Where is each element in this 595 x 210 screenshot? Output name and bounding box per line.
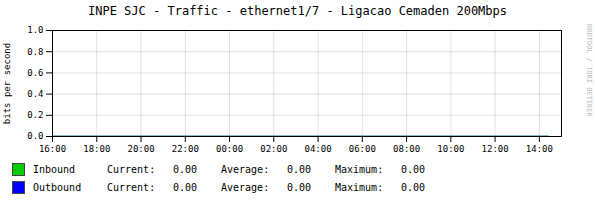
svg-text:14:00: 14:00 [526, 144, 553, 154]
html-text:Maximum:: Maximum: [335, 181, 384, 193]
html-text:Average:: Average: [221, 163, 270, 175]
html-text:INPE SJC - Traffic - ethernet1: INPE SJC - Traffic - ethernet1/7 - Ligac… [88, 4, 507, 18]
html-text:Maximum:: Maximum: [335, 163, 384, 175]
svg-text:06:00: 06:00 [349, 144, 376, 154]
svg-text:bits per second: bits per second [2, 43, 12, 124]
svg-text:0.0: 0.0 [27, 131, 43, 141]
html-text:0.00: 0.00 [287, 163, 312, 175]
html-text:Inbound: Inbound [33, 163, 76, 175]
html-text:0.00: 0.00 [401, 163, 426, 175]
svg-text:0.8: 0.8 [27, 47, 43, 57]
svg-text:0.6: 0.6 [27, 68, 43, 78]
html-text:0.00: 0.00 [287, 181, 312, 193]
svg-text:18:00: 18:00 [83, 144, 110, 154]
svg-text:0.2: 0.2 [27, 110, 43, 120]
html-text:RRDTOOL / TOBI OETIKER: RRDTOOL / TOBI OETIKER [585, 24, 593, 117]
html-text:Average:: Average: [221, 181, 270, 193]
html-text:Outbound: Outbound [33, 181, 82, 193]
svg-text:1.0: 1.0 [27, 25, 43, 35]
html-text:0.00: 0.00 [401, 181, 426, 193]
svg-text:22:00: 22:00 [172, 144, 199, 154]
svg-text:0.4: 0.4 [27, 89, 43, 99]
svg-text:20:00: 20:00 [127, 144, 154, 154]
html-text:0.00: 0.00 [173, 163, 198, 175]
html-text:Current:: Current: [107, 163, 156, 175]
svg-text:08:00: 08:00 [393, 144, 420, 154]
svg-text:12:00: 12:00 [482, 144, 509, 154]
svg-text:16:00: 16:00 [39, 144, 66, 154]
html-text:Current:: Current: [107, 181, 156, 193]
svg-text:00:00: 00:00 [216, 144, 243, 154]
html-text:0.00: 0.00 [173, 181, 198, 193]
svg-text:04:00: 04:00 [305, 144, 332, 154]
svg-text:10:00: 10:00 [437, 144, 464, 154]
svg-text:02:00: 02:00 [260, 144, 287, 154]
